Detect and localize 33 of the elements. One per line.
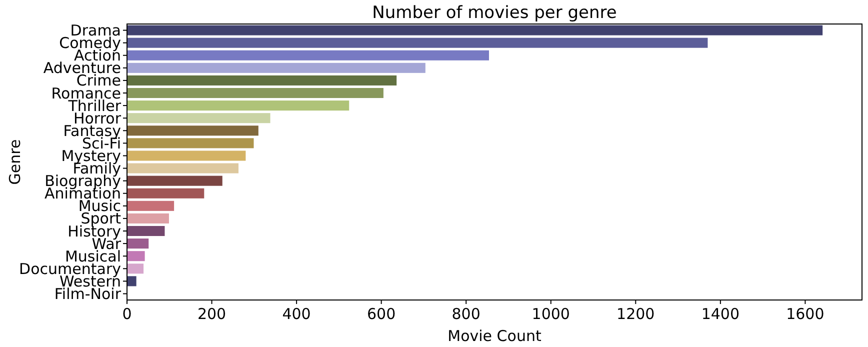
x-tick-label: 800 (452, 305, 480, 323)
bar (127, 150, 246, 161)
bar (127, 163, 238, 174)
bar (127, 38, 708, 48)
bar (127, 276, 136, 286)
x-tick-label: 1200 (616, 305, 655, 323)
bar (127, 226, 165, 236)
bar (127, 25, 823, 36)
bar (127, 200, 174, 211)
bar (127, 251, 145, 262)
bar (127, 138, 254, 148)
bar (127, 238, 149, 249)
chart-title: Number of movies per genre (372, 3, 617, 23)
bar (127, 100, 350, 111)
y-axis-title: Genre (6, 139, 24, 185)
bar (127, 50, 489, 60)
x-tick-label: 1000 (532, 305, 570, 323)
x-tick-label: 400 (282, 305, 311, 323)
bar (127, 176, 222, 186)
bar (127, 62, 426, 73)
bar (127, 88, 384, 98)
bar (127, 213, 169, 224)
bar (127, 126, 258, 136)
x-tick-label: 600 (367, 305, 396, 323)
x-tick-label: 0 (122, 305, 132, 323)
x-tick-label: 1400 (701, 305, 740, 323)
x-axis-title: Movie Count (448, 327, 542, 345)
bar (127, 188, 204, 198)
bar (127, 264, 144, 274)
bar (127, 113, 270, 124)
bar (127, 75, 397, 86)
x-tick-label: 1600 (786, 305, 824, 323)
x-tick-label: 200 (197, 305, 226, 323)
